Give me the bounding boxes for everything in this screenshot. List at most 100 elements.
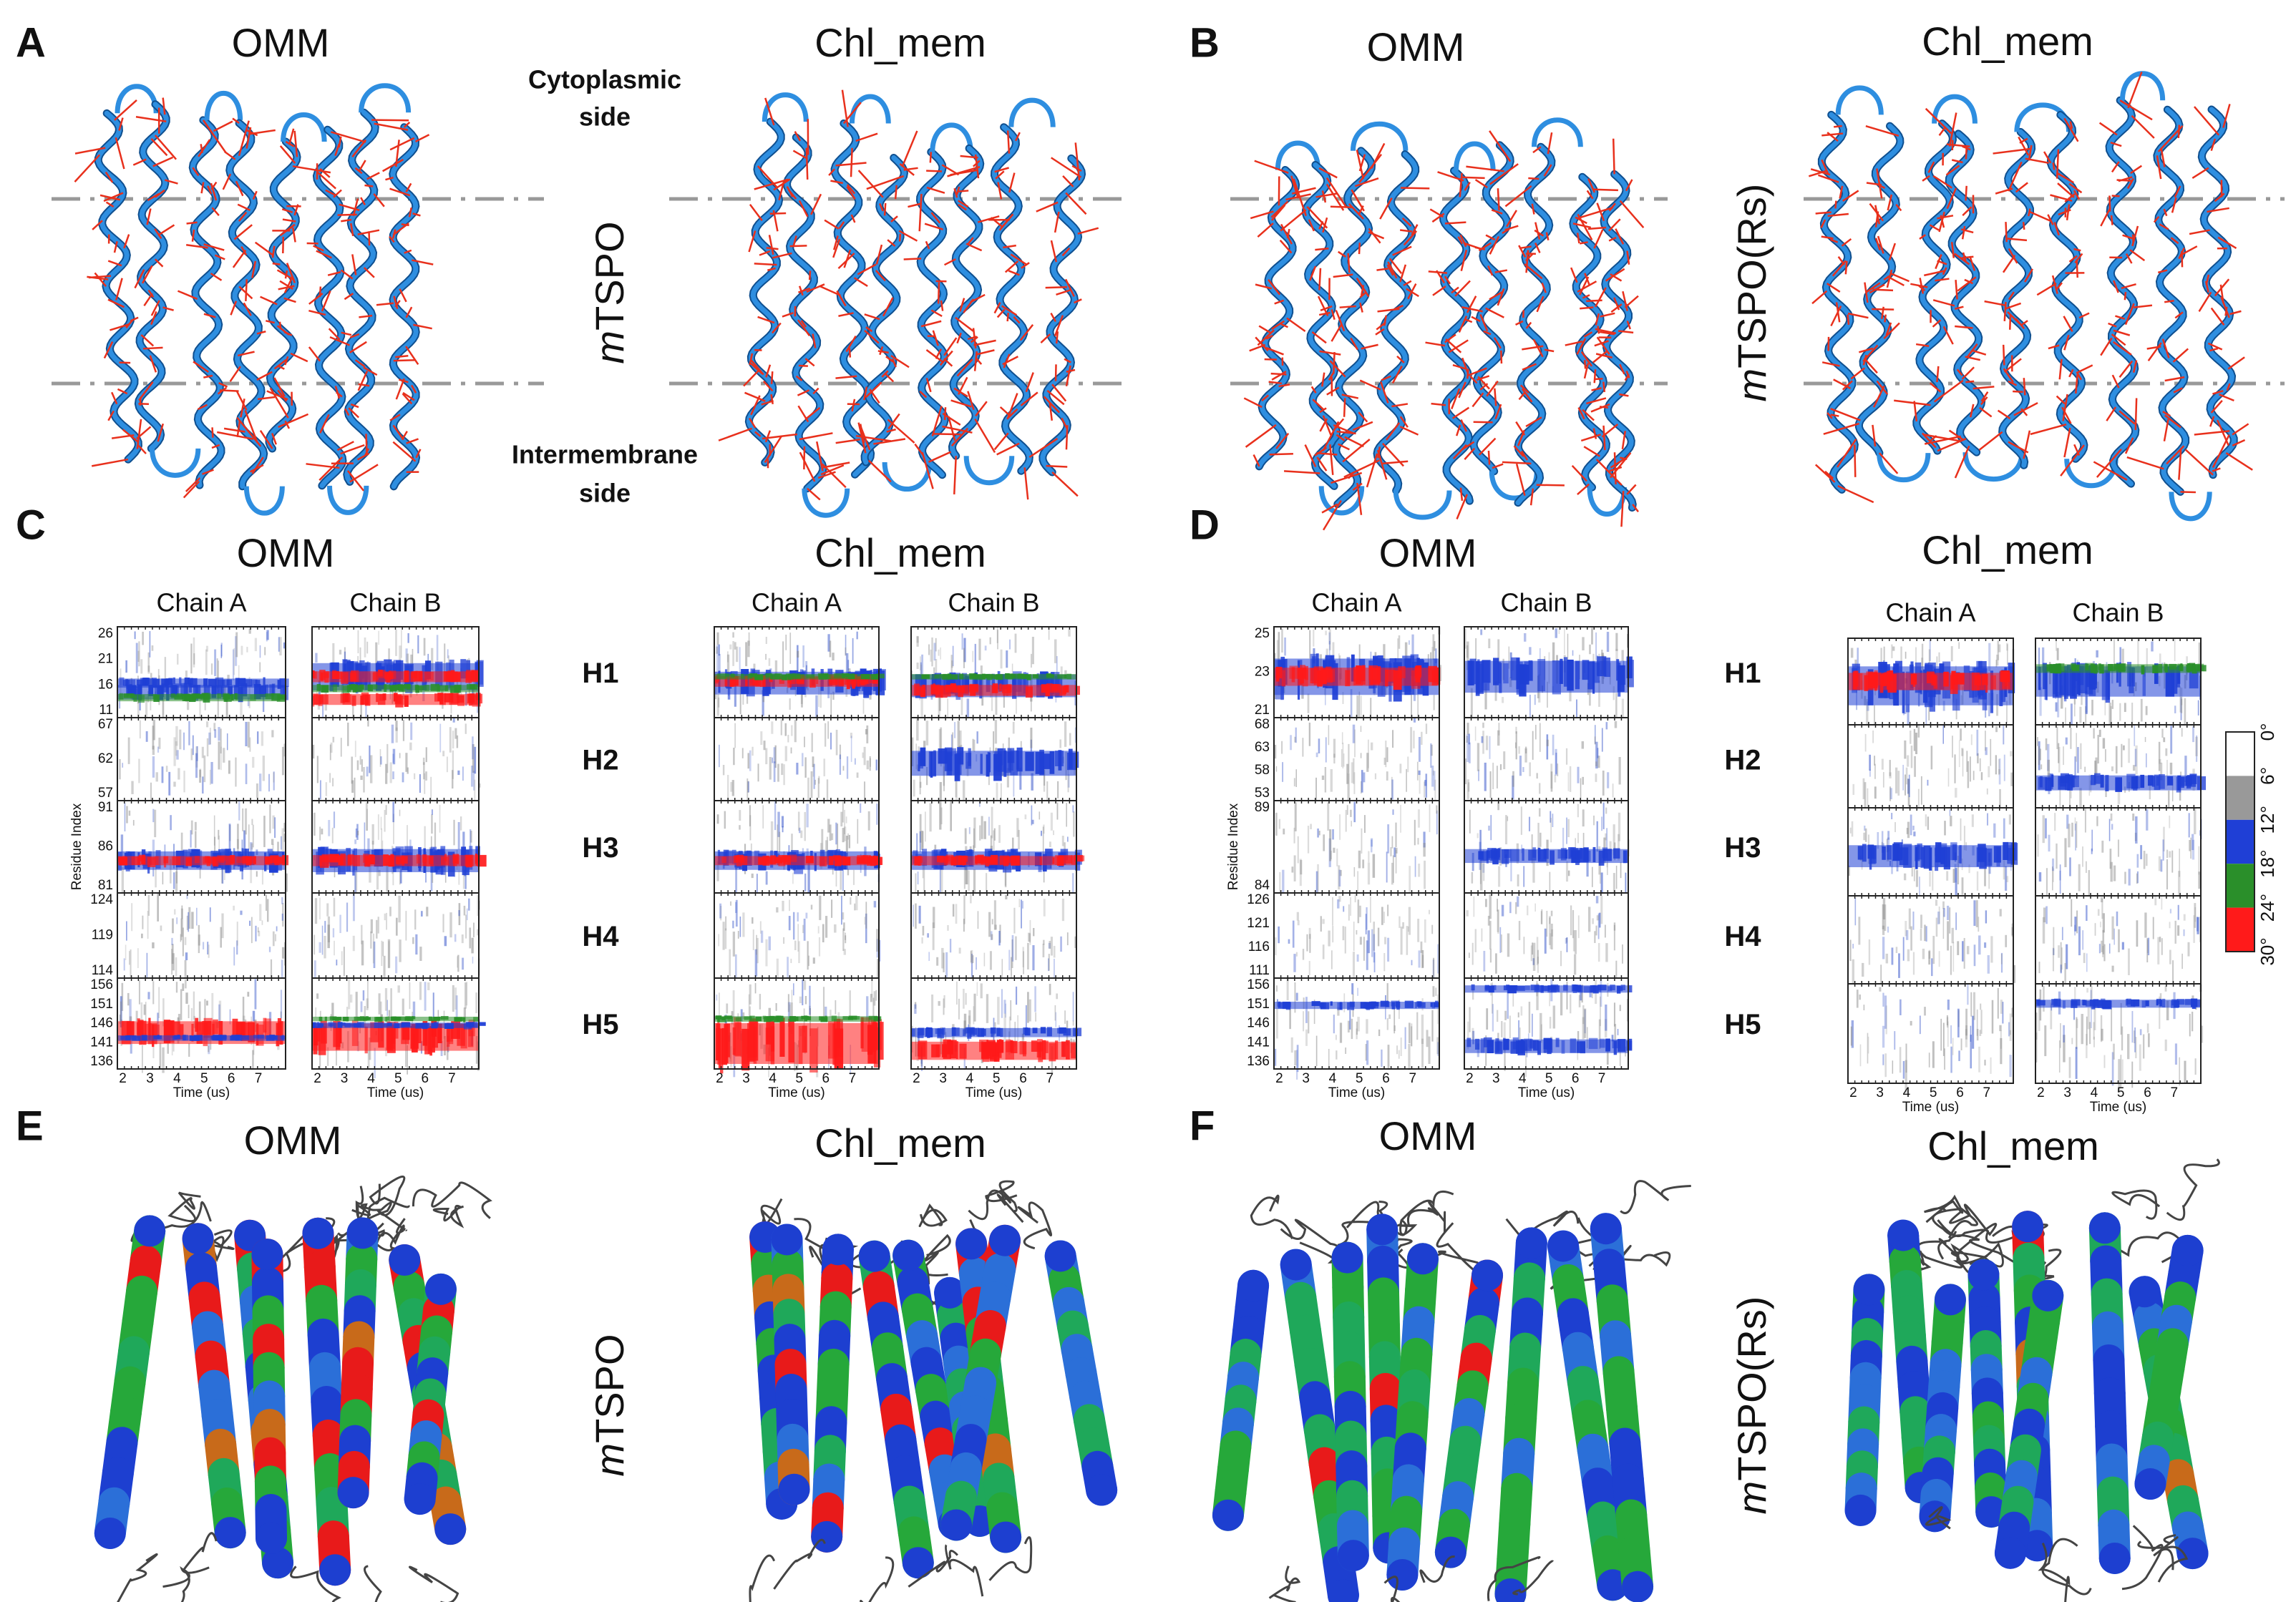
motion-vector <box>1493 337 1502 349</box>
heatmap-streak <box>1076 855 1085 861</box>
heatmap-streak <box>190 748 193 761</box>
heatmap-streak <box>334 940 335 956</box>
heatmap-streak <box>462 831 465 848</box>
motion-vector <box>768 235 774 255</box>
heatmap-streak <box>876 939 879 958</box>
heatmap-streak <box>765 748 768 765</box>
heatmap-streak <box>971 954 973 977</box>
heatmap-streak <box>206 721 209 728</box>
heatmap-streak <box>381 828 383 857</box>
heatmap-streak <box>739 916 741 937</box>
motion-vector <box>958 200 969 207</box>
motion-vector <box>1270 372 1287 376</box>
motion-vector <box>1077 227 1099 235</box>
motion-vector <box>1888 243 1897 260</box>
motion-vector <box>1049 403 1054 421</box>
heatmap-streak <box>996 782 998 811</box>
heatmap-streak <box>1014 633 1017 653</box>
heatmap-streak <box>407 1045 409 1075</box>
motion-vector <box>363 267 375 278</box>
motion-vector <box>2007 238 2028 242</box>
motion-vector <box>1489 130 1512 162</box>
motion-vector <box>2126 456 2164 470</box>
motion-vector <box>1316 456 1328 472</box>
motion-vector <box>808 270 812 280</box>
heatmap-streak <box>931 994 934 1022</box>
heatmap-streak <box>939 781 942 811</box>
loop <box>963 456 1015 486</box>
heatmap-streak <box>963 894 965 924</box>
heatmap-streak <box>934 844 937 850</box>
motion-vector <box>236 421 241 438</box>
heatmap-streak <box>370 919 373 934</box>
heatmap-streak <box>209 769 211 785</box>
heatmap-streak <box>854 903 856 911</box>
motion-vector <box>1922 175 1930 182</box>
motion-vector <box>2205 274 2210 285</box>
motion-vector <box>1971 349 1987 356</box>
decor-layer <box>52 71 2285 1602</box>
heatmap-streak <box>845 653 849 683</box>
heatmap-streak <box>945 952 948 981</box>
heatmap-streak <box>240 645 243 655</box>
loop <box>1275 140 1321 170</box>
motion-vector <box>2146 346 2161 350</box>
motion-vector <box>2194 430 2230 436</box>
motion-vector <box>1291 187 1316 195</box>
motion-vector <box>2108 322 2117 328</box>
motion-vector <box>134 269 145 289</box>
heatmap-streak <box>426 907 429 917</box>
motion-vector <box>284 420 291 429</box>
heatmap-streak <box>195 831 197 849</box>
heatmap-streak <box>1076 751 1079 768</box>
motion-vector <box>2134 304 2153 308</box>
heatmap-streak <box>344 647 346 664</box>
motion-vector <box>2189 229 2210 235</box>
heatmap-streak <box>835 729 838 756</box>
motion-vector <box>812 387 819 395</box>
motion-vector <box>1821 361 1840 367</box>
heatmap-streak <box>361 924 363 944</box>
heatmap-streak <box>731 780 735 796</box>
heatmap-streak <box>822 987 825 1017</box>
heatmap-streak <box>140 1002 143 1030</box>
heatmap-streak <box>449 727 452 753</box>
heatmap-streak <box>716 995 718 1001</box>
heatmap-streak <box>359 756 361 765</box>
motion-vector <box>806 283 825 293</box>
heatmap-streak <box>378 869 381 876</box>
motion-vector <box>1489 235 1500 255</box>
motion-vector <box>744 391 766 402</box>
heatmap-streak <box>870 994 873 1002</box>
motion-vector <box>414 134 430 143</box>
motion-vector <box>1874 211 1879 228</box>
motion-vector <box>1927 161 1935 173</box>
motion-vector <box>2131 114 2155 139</box>
motion-vector <box>150 300 160 316</box>
heatmap-streak <box>150 782 152 802</box>
heatmap-streak <box>768 936 772 951</box>
motion-vector <box>1461 357 1469 373</box>
heatmap-streak <box>193 991 195 1020</box>
motion-vector <box>349 464 379 483</box>
motion-vector <box>2036 283 2057 296</box>
motion-vector <box>943 337 958 356</box>
motion-vector <box>1957 276 1977 292</box>
heatmap-streak <box>920 693 923 725</box>
motion-vector <box>210 182 218 201</box>
motion-vector <box>1590 403 1610 413</box>
heatmap-streak <box>988 912 991 937</box>
motion-vector <box>256 371 273 381</box>
heatmap-streak <box>812 756 814 768</box>
motion-vector <box>1006 130 1011 154</box>
heatmap-streak <box>792 912 795 940</box>
heatmap-streak <box>756 934 757 955</box>
heatmap-streak <box>1054 639 1057 663</box>
heatmap-streak <box>220 746 222 771</box>
motion-vector <box>1474 246 1486 250</box>
motion-vector <box>2100 207 2111 227</box>
heatmap-streak <box>1023 951 1024 975</box>
heatmap-streak <box>229 1009 231 1025</box>
motion-vector <box>2212 390 2224 395</box>
heatmap-streak <box>777 811 780 837</box>
